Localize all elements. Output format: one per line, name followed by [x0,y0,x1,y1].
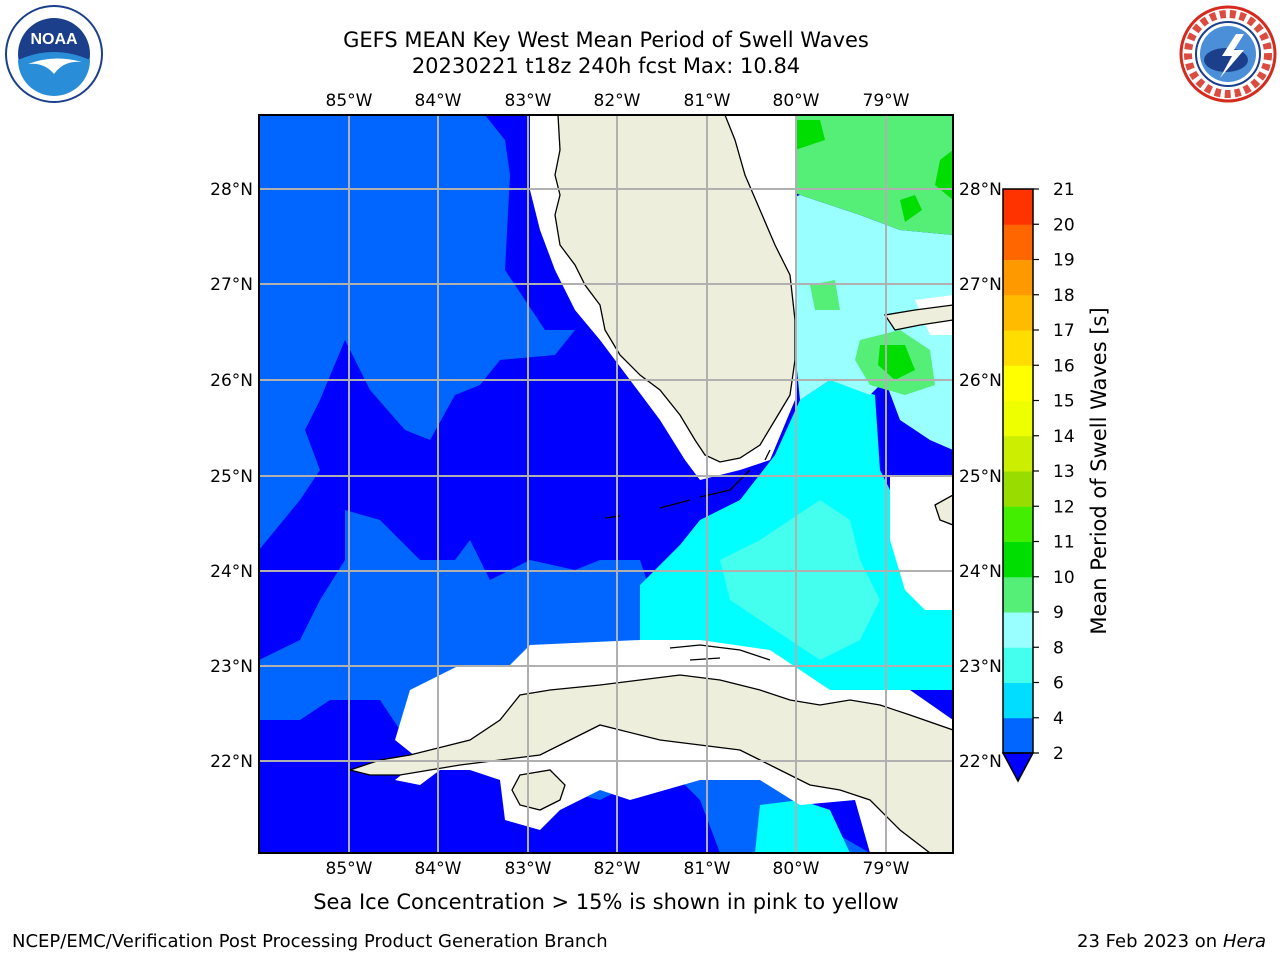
lon-label-bottom: 81°W [684,859,731,879]
lon-label-bottom: 85°W [326,859,373,879]
lat-label-right: 22°N [959,752,1002,772]
land-cuba [347,674,953,853]
colorbar-segment [1003,612,1033,648]
lat-label-right: 28°N [959,180,1002,200]
colorbar-tick-label: 17 [1053,321,1075,341]
contour-8-9s-south [720,500,880,660]
colorbar-tick-label: 10 [1053,568,1075,588]
lat-label-left: 25°N [210,467,253,487]
colorbar-tick-label: 9 [1053,603,1064,623]
map-title-line-2: 20230221 t18z 240h fcst Max: 10.84 [411,54,801,78]
lat-label-left: 23°N [210,657,253,677]
colorbar-segment [1003,435,1033,472]
colorbar-tick-label: 21 [1053,180,1075,200]
colorbar-tick-label: 13 [1053,462,1075,482]
lon-label-bottom: 83°W [505,859,552,879]
colorbar-segment [1003,682,1033,719]
lon-label-top: 84°W [415,91,462,111]
footer-date: 23 Feb 2023 on Hera [1077,931,1266,952]
contour-10-11s-a [878,345,915,380]
colorbar-tick-label: 6 [1053,674,1064,694]
lon-label-top: 82°W [594,91,641,111]
colorbar-segment [1003,506,1033,542]
lon-label-bottom: 80°W [773,859,820,879]
lat-label-right: 24°N [959,562,1002,582]
colorbar-segment [1003,541,1033,578]
colorbar-segment [1003,365,1033,401]
lat-label-right: 25°N [959,467,1002,487]
colorbar-tick-label: 11 [1053,533,1075,553]
lon-label-top: 79°W [863,91,910,111]
colorbar-label: Mean Period of Swell Waves [s] [1087,307,1111,634]
colorbar-tick-label: 19 [1053,251,1075,271]
contour-10-11s-c [935,150,953,200]
lat-label-right: 26°N [959,371,1002,391]
colorbar-segment [1003,259,1033,296]
lat-label-left: 28°N [210,180,253,200]
colorbar-tick-label: 14 [1053,427,1075,447]
lat-label-left: 22°N [210,752,253,772]
colorbar-segment [1003,330,1033,366]
lon-label-top: 85°W [326,91,373,111]
colorbar-segment [1003,189,1033,225]
colorbar-segment [1003,717,1033,754]
gridlines [259,115,953,853]
footer-credit: NCEP/EMC/Verification Post Processing Pr… [12,931,608,952]
lat-label-left: 27°N [210,275,253,295]
lon-label-top: 81°W [684,91,731,111]
lat-label-right: 23°N [959,657,1002,677]
colorbar-segment [1003,294,1033,331]
contour-9-10s-east [810,280,840,310]
contour-6-8s-caribbean [755,800,850,853]
noaa-logo: NOAA [5,5,103,103]
colorbar-tick-label: 15 [1053,392,1075,412]
land-bahamas-grand [883,304,953,331]
lon-label-bottom: 82°W [594,859,641,879]
sea-ice-note: Sea Ice Concentration > 15% is shown in … [313,890,899,914]
colorbar-segment [1003,224,1033,260]
colorbar-extend-arrow [1001,752,1035,783]
colorbar-segment [1003,400,1033,437]
colorbar-tick-label: 4 [1053,709,1064,729]
footer-date-text: 23 Feb 2023 on [1077,931,1218,952]
colorbar-tick-label: 2 [1053,744,1064,764]
lat-label-left: 24°N [210,562,253,582]
footer-host: Hera [1222,931,1266,952]
colorbar-tick-label: 20 [1053,215,1075,235]
colorbar: 2 4 6 8 9 10 11 12 13 14 15 16 17 18 19 20 21 [1001,180,1075,783]
land-isle-of-youth [511,769,566,811]
map-frame [258,114,954,854]
lon-label-top: 83°W [505,91,552,111]
svg-text:NOAA: NOAA [30,31,78,48]
contour-10-11s-b [900,195,922,222]
contour-4-6s-west [259,115,575,550]
colorbar-segment [1003,576,1033,613]
colorbar-segment [1003,471,1033,507]
nws-logo [1179,5,1277,103]
colorbar-tick-label: 18 [1053,286,1075,306]
lon-label-bottom: 84°W [415,859,462,879]
colorbar-segment [1003,647,1033,683]
colorbar-tick-label: 8 [1053,638,1064,658]
lat-label-right: 27°N [959,275,1002,295]
map-title-line-1: GEFS MEAN Key West Mean Period of Swell … [343,28,869,52]
lat-label-left: 26°N [210,371,253,391]
land-florida [554,115,796,463]
lon-label-top: 80°W [773,91,820,111]
land-florida-keys [604,449,771,519]
colorbar-tick-label: 16 [1053,356,1075,376]
colorbar-tick-label: 12 [1053,497,1075,517]
lon-label-bottom: 79°W [863,859,910,879]
land-bahamas-andros [934,494,953,526]
land-cuba-cays [669,644,771,661]
